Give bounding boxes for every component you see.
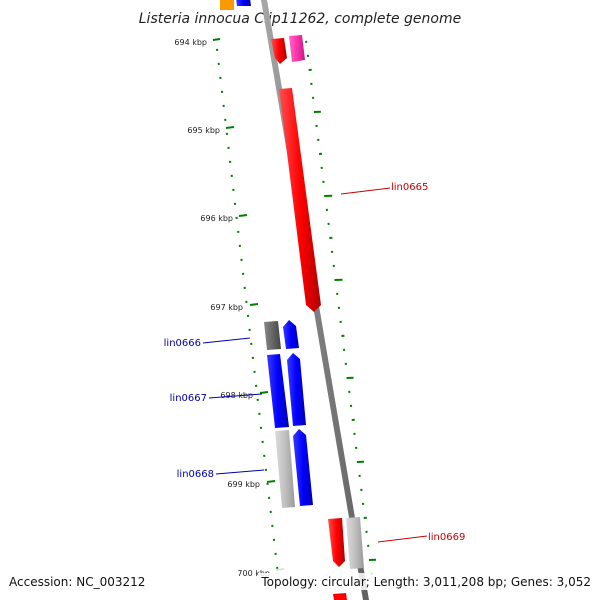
gene-lin0665	[279, 88, 321, 312]
gene-labels: lin0665 lin0666 lin0667 lin0668 lin0669	[164, 182, 466, 543]
gene-partial-orange	[220, 0, 234, 10]
label-lin0667: lin0667	[170, 393, 207, 404]
gc-content-track	[216, 40, 377, 575]
tick-label-697: 697 kbp	[210, 303, 243, 312]
gene-lin0669	[328, 518, 345, 567]
label-lin0665: lin0665	[391, 182, 428, 193]
ruler-ticks: 694 kbp 695 kbp 696 kbp 697 kbp 698 kbp …	[174, 38, 285, 578]
gene-blue-0666	[283, 320, 299, 349]
gene-red-small	[271, 38, 287, 64]
tick-label-696: 696 kbp	[200, 214, 233, 223]
gene-lin0667	[267, 354, 289, 428]
topology-text: Topology: circular; Length: 3,011,208 bp…	[260, 575, 591, 589]
gene-gray-0669b	[346, 517, 364, 569]
label-lin0666: lin0666	[164, 338, 201, 349]
accession-text: Accession: NC_003212	[9, 575, 145, 589]
gene-pink	[289, 35, 305, 62]
tick-label-695: 695 kbp	[187, 126, 220, 135]
gene-partial-bottom-red	[333, 593, 347, 600]
gene-blue-0668b	[293, 429, 313, 506]
tick-label-699: 699 kbp	[227, 480, 260, 489]
footer-background	[258, 573, 600, 590]
gene-lin0666	[264, 321, 281, 350]
gene-lin0668	[275, 430, 295, 508]
label-lin0669: lin0669	[428, 532, 465, 543]
tick-label-700: 700 kbp	[237, 569, 270, 578]
gene-partial-blue	[236, 0, 251, 6]
gene-blue-0667b	[287, 353, 306, 426]
tick-label-694: 694 kbp	[174, 38, 207, 47]
map-title: Listeria innocua Clip11262, complete gen…	[139, 11, 461, 27]
label-lin0668: lin0668	[177, 469, 214, 480]
